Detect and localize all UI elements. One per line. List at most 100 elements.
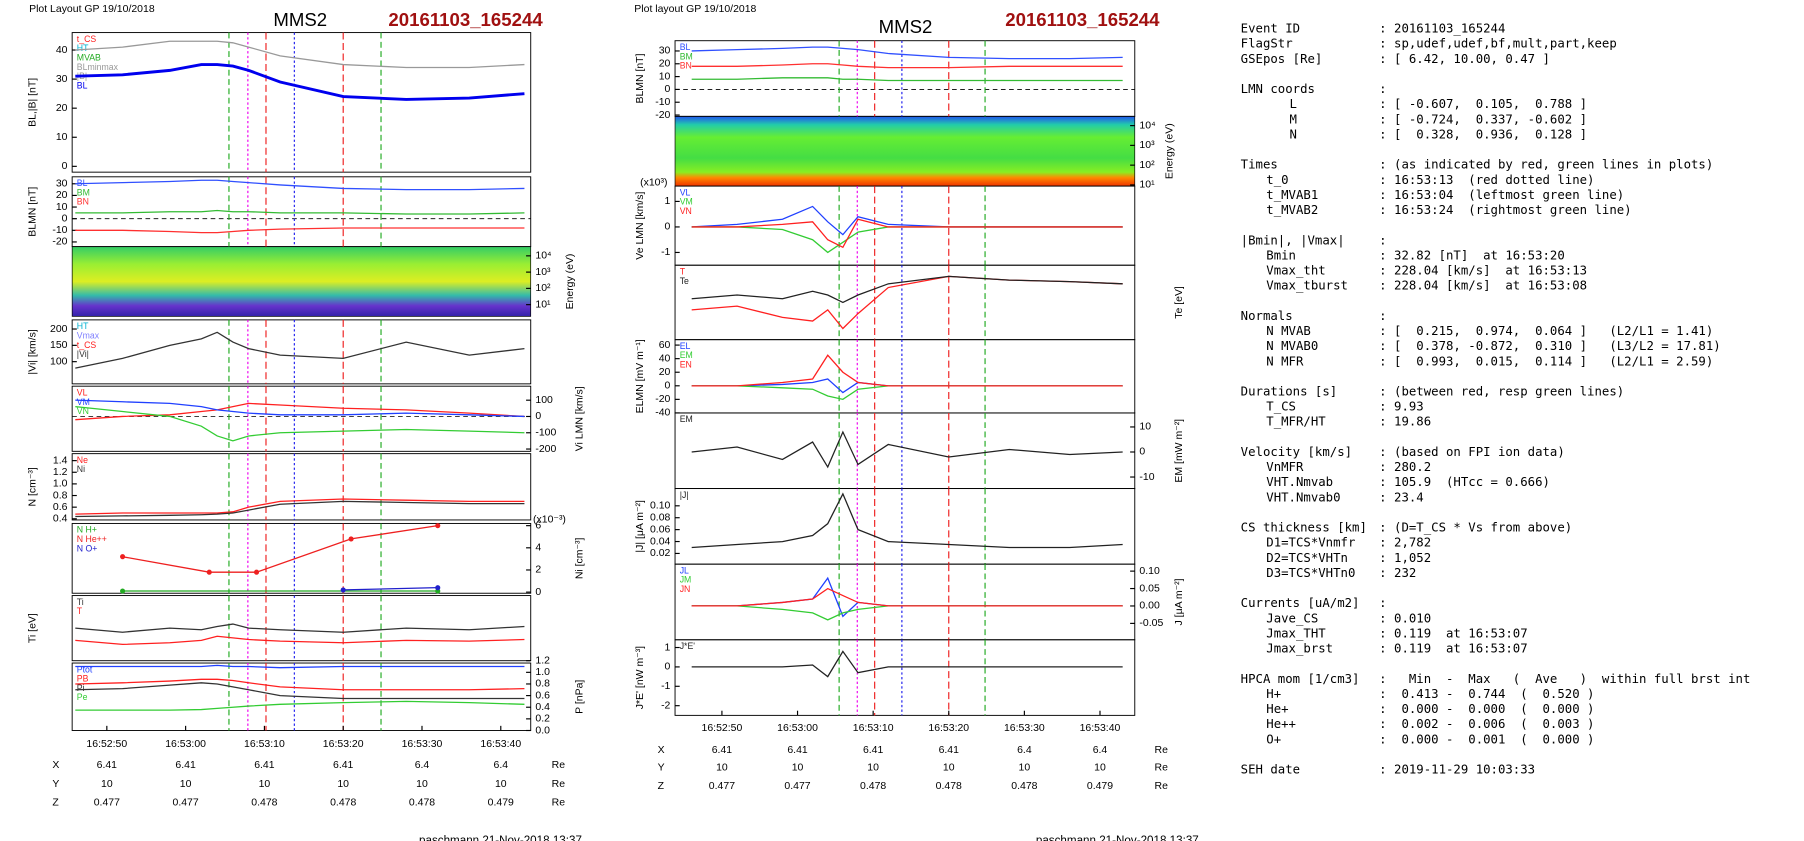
summary-value: : 0.002 - 0.006 ( 0.003 ) xyxy=(1379,717,1594,731)
legend-entry: t_CS xyxy=(77,34,97,44)
position-value: 6.41 xyxy=(333,760,354,771)
series-line xyxy=(122,525,438,573)
summary-label: T_MFR/HT xyxy=(1266,415,1326,429)
summary-value: : xyxy=(1379,233,1386,247)
y-tick-label: 0.2 xyxy=(535,714,550,725)
spectrogram xyxy=(71,246,532,317)
y-tick-label: 100 xyxy=(50,356,68,367)
summary-value: : 232 xyxy=(1379,566,1416,580)
legend-entry: BN xyxy=(680,61,692,71)
position-label: Z xyxy=(52,797,59,808)
legend-entry: Ne xyxy=(77,455,88,465)
legend-entry: Te xyxy=(680,276,689,286)
summary-value: : [ -0.607, 0.105, 0.788 ] xyxy=(1379,97,1587,111)
position-value: 0.477 xyxy=(709,781,735,792)
position-value: 6.41 xyxy=(254,760,275,771)
y-axis-label: |Vi| [km/s] xyxy=(27,329,38,374)
panel-frame xyxy=(71,32,532,173)
y-tick-label: 2 xyxy=(535,565,541,576)
position-value: 0.477 xyxy=(173,797,199,808)
summary-value: : 16:53:04 (leftmost green line) xyxy=(1379,188,1624,202)
position-unit: Re xyxy=(1155,745,1169,756)
summary-value: : 1,052 xyxy=(1379,551,1431,565)
y-axis-label: Ti [eV] xyxy=(27,613,38,643)
series-line xyxy=(75,682,525,700)
position-value: 6.41 xyxy=(863,745,884,756)
summary-label: M xyxy=(1290,112,1297,126)
summary-label: Event ID xyxy=(1241,22,1300,36)
summary-label: Jmax_THT xyxy=(1266,626,1326,640)
legend-entry: BLminmax xyxy=(77,62,119,72)
y-tick-label: 20 xyxy=(659,59,671,70)
summary-label: Bmin xyxy=(1266,248,1296,262)
y-tick-label: 0.4 xyxy=(535,702,550,713)
position-value: 10 xyxy=(180,779,192,790)
panel-frame xyxy=(71,453,532,521)
y-tick-label: 0.6 xyxy=(535,690,550,701)
series-line xyxy=(691,46,1123,60)
y-tick-label: -200 xyxy=(535,444,556,455)
footer: paschmann 21-Nov-2018 13:37 xyxy=(419,834,582,841)
position-value: 0.478 xyxy=(1011,781,1037,792)
y-tick-label: 1.2 xyxy=(53,467,68,478)
legend-entry: JM xyxy=(680,575,692,585)
legend-entry: VL xyxy=(680,187,691,197)
spacecraft: MMS2 xyxy=(879,16,933,37)
panel-frame xyxy=(71,385,532,452)
summary-value: : 228.04 [km/s] at 16:53:08 xyxy=(1379,279,1587,293)
y-axis-label: |J| [μA m⁻²] xyxy=(635,500,646,553)
position-value: 10 xyxy=(867,762,879,773)
summary-value: : (as indicated by red, green lines in p… xyxy=(1379,158,1713,172)
y-tick-label: -1 xyxy=(661,247,670,258)
y-tick-label: 0 xyxy=(62,161,68,172)
position-value: 0.478 xyxy=(251,797,277,808)
summary-value: : 0.000 - 0.001 ( 0.000 ) xyxy=(1379,732,1594,746)
position-value: 10 xyxy=(1094,762,1106,773)
y-tick-label: 1.4 xyxy=(53,455,68,466)
y-tick-label: 6 xyxy=(535,520,541,531)
series-line xyxy=(691,275,1123,304)
series-line xyxy=(691,354,1123,387)
x-tick-label: 16:53:20 xyxy=(928,723,969,734)
y-tick-label: 0 xyxy=(535,411,541,422)
x-tick-label: 16:53:10 xyxy=(244,739,285,750)
legend-entry: T xyxy=(77,606,83,616)
spacecraft: MMS2 xyxy=(273,9,327,30)
y-tick-label: 200 xyxy=(50,324,68,335)
series-line xyxy=(75,406,525,442)
legend-entry: t_CS xyxy=(77,340,97,350)
summary-label: SEH date xyxy=(1241,763,1300,777)
legend-entry: T xyxy=(680,266,686,276)
y-tick-label: -20 xyxy=(655,394,670,405)
summary-label: L xyxy=(1290,97,1297,111)
legend-entry: Ptot xyxy=(77,664,93,674)
legend-entry: MVAB xyxy=(77,52,101,62)
panel-frame xyxy=(674,40,1136,117)
position-unit: Re xyxy=(1155,762,1169,773)
y-tick-label: 20 xyxy=(56,190,68,201)
series-line xyxy=(691,385,1123,401)
y-tick-label: 0.10 xyxy=(650,501,671,512)
summary-label: N MVAB0 xyxy=(1266,339,1318,353)
legend-entry: EM xyxy=(680,350,693,360)
legend-entry: BL xyxy=(680,42,691,52)
y-axis-label: Energy (eV) xyxy=(565,254,576,310)
position-value: 10 xyxy=(792,762,804,773)
summary-label: VHT.Nmvab xyxy=(1266,475,1333,489)
position-value: 10 xyxy=(1019,762,1031,773)
position-unit: Re xyxy=(1155,781,1169,792)
summary-label: O+ xyxy=(1266,732,1281,746)
plot-header: Plot Layout GP 19/10/2018 xyxy=(29,4,155,15)
series-line xyxy=(75,700,525,711)
panel-frame xyxy=(71,522,532,594)
legend-entry: JN xyxy=(680,584,691,594)
position-label: Y xyxy=(52,779,59,790)
y-tick-label: 0 xyxy=(1139,447,1145,458)
summary-label: |Bmin|, |Vmax| xyxy=(1241,233,1345,247)
position-label: X xyxy=(658,745,665,756)
series-line xyxy=(691,63,1123,69)
y-tick-label: 0.06 xyxy=(650,524,671,535)
series-line xyxy=(75,635,525,646)
legend-entry: EM xyxy=(680,414,693,424)
